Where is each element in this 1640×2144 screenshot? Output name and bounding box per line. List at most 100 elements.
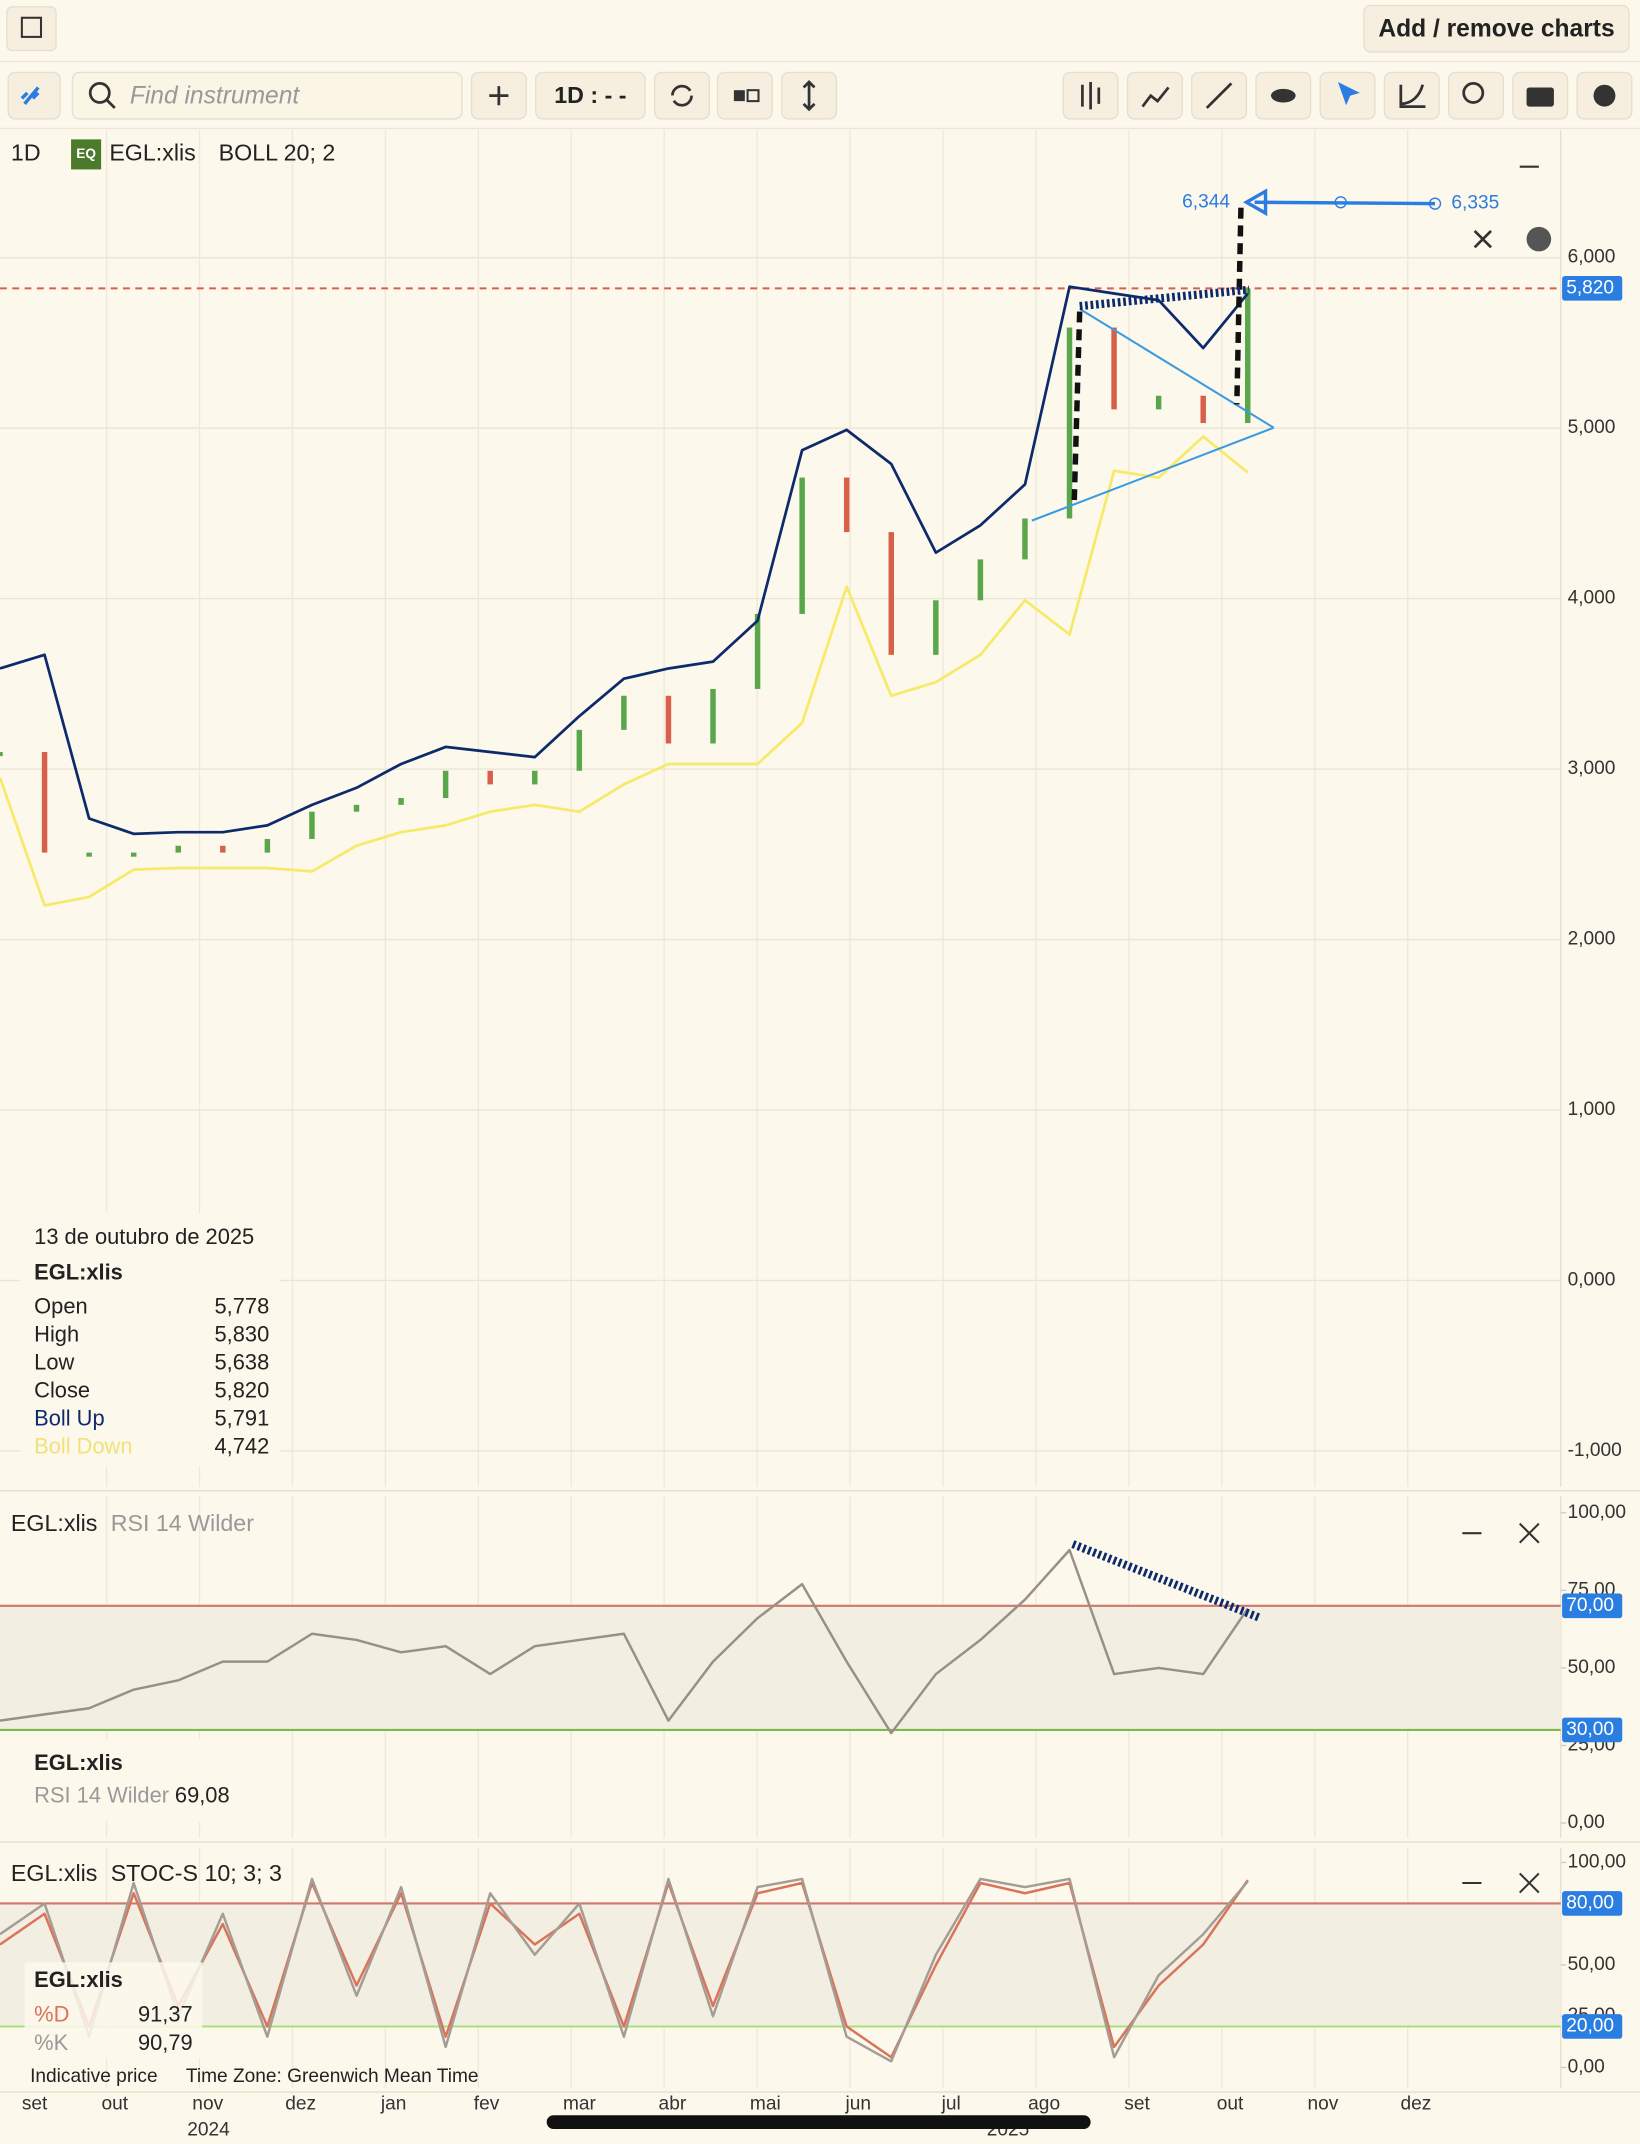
x-tick-label: set [1124,2093,1150,2114]
candle [1066,327,1073,519]
drawing-settings-button[interactable] [1526,226,1552,252]
legend-indicator: BOLL 20; 2 [219,140,336,166]
rsi-legend-indicator: RSI 14 Wilder [111,1510,255,1536]
add-remove-button[interactable] [1363,4,1630,53]
zoom-tool[interactable] [1447,71,1505,120]
level-label: 70,00 [1566,1595,1614,1616]
gear-icon [1593,84,1616,107]
triangle-line [1031,426,1275,522]
candle [220,845,226,853]
series-line [0,285,1249,836]
x-tick-label: dez [1400,2093,1431,2114]
hatched-line [1071,1540,1262,1622]
drawings: 6,344 6,335 [1031,165,1552,1894]
candle [487,770,493,785]
layout-icon [733,90,745,102]
level-label-box [1562,276,1623,301]
x-tick-label: mai [750,2093,781,2114]
arrow-handle [1334,196,1347,209]
candle [1200,395,1206,424]
candle [799,477,805,614]
candle [843,477,850,533]
refresh-icon [671,84,693,107]
candle [264,838,271,853]
interval-button[interactable] [535,71,646,120]
hatched-line [1079,285,1250,311]
info-row-value: 5,778 [215,1293,270,1318]
close-button[interactable] [1519,1522,1540,1544]
stoch-info [24,1962,203,2058]
level-label: 80,00 [1566,1892,1614,1913]
series-line [0,435,1249,907]
stoch-info-instrument: EGL:xlis [34,1967,123,1992]
triangle-line [1079,307,1275,429]
y-tick-label: -1,000 [1568,1440,1622,1461]
refresh-button[interactable] [653,71,710,120]
x-tick-label: fev [474,2093,500,2114]
y-tick-label: 6,000 [1568,247,1616,268]
info-date: 13 de outubro de 2025 [34,1224,254,1249]
info-row-label: Boll Up [34,1406,104,1431]
candle [398,798,404,805]
plot-area: 6,000 5,000 4,000 3,000 2,000 1,000 0,000 -1,00… [0,129,1640,2114]
level-label-box [1562,1717,1623,1743]
stoch-k-value: 90,79 [138,2030,193,2055]
level-label: 30,00 [1566,1719,1614,1740]
y-tick-label: 3,000 [1568,758,1616,779]
curve-tool[interactable] [1383,71,1440,120]
collapse-icon [20,16,43,38]
candle [130,852,137,857]
cursor-icon [1337,81,1360,106]
arrow-end-label: 6,335 [1451,193,1499,214]
home-indicator [546,2115,1091,2129]
stoch-legend-instrument: EGL:xlis [11,1860,97,1886]
close-button[interactable] [1519,1872,1540,1894]
level-label-box [1562,1891,1623,1916]
plus-icon [489,86,509,106]
legend-instrument: EGL:xlis [109,140,195,166]
level-label-box [1562,2014,1623,2039]
y-tick-label: 4,000 [1568,588,1616,609]
rsi-info-instrument: EGL:xlis [34,1750,123,1775]
footer-note: Indicative price [30,2066,158,2087]
indicators-tool[interactable] [1126,71,1183,120]
info-instrument: EGL:xlis [34,1259,123,1284]
legend-interval: 1D [11,140,41,166]
collapse-button[interactable] [6,6,57,52]
y-tick-label: 0,00 [1568,2057,1605,2078]
stoch-k-label: %K [34,2030,68,2055]
rsi-legend-instrument: EGL:xlis [11,1510,97,1536]
arrow-line [1254,200,1436,206]
info-row-value: 5,791 [215,1406,270,1431]
y-tick-label: 50,00 [1568,1657,1616,1678]
candle [1111,327,1117,410]
info-row-label: Close [34,1378,90,1403]
series-line [0,1877,1249,2063]
x-tick-label: mar [563,2093,597,2114]
link-icon [20,86,40,105]
eye-icon [1271,88,1296,103]
x-tick-label: set [22,2093,48,2114]
candle [1245,288,1251,424]
search-box[interactable] [71,71,463,120]
year-label: 2024 [187,2119,230,2140]
close-drawing-button[interactable] [1473,229,1492,249]
candle [888,532,894,655]
search-icon [105,98,116,109]
info-row-label: Low [34,1350,74,1375]
info-row-value: 5,638 [215,1350,270,1375]
candle [1155,395,1162,410]
candle [309,811,315,839]
arrow-start-label: 6,344 [1182,191,1230,212]
x-tick-label: out [1217,2093,1244,2114]
arrow-handle [1428,197,1442,210]
info-row-value: 5,830 [215,1322,270,1347]
candle [0,752,3,757]
candle [175,845,181,853]
candle [1022,518,1028,560]
info-rows: Open 5,778 High 5,830 Low 5,638 Close 5,820 Boll… [34,1293,269,1458]
y-tick-label: 0,00 [1568,1812,1605,1833]
x-tick-label: jan [380,2093,407,2114]
